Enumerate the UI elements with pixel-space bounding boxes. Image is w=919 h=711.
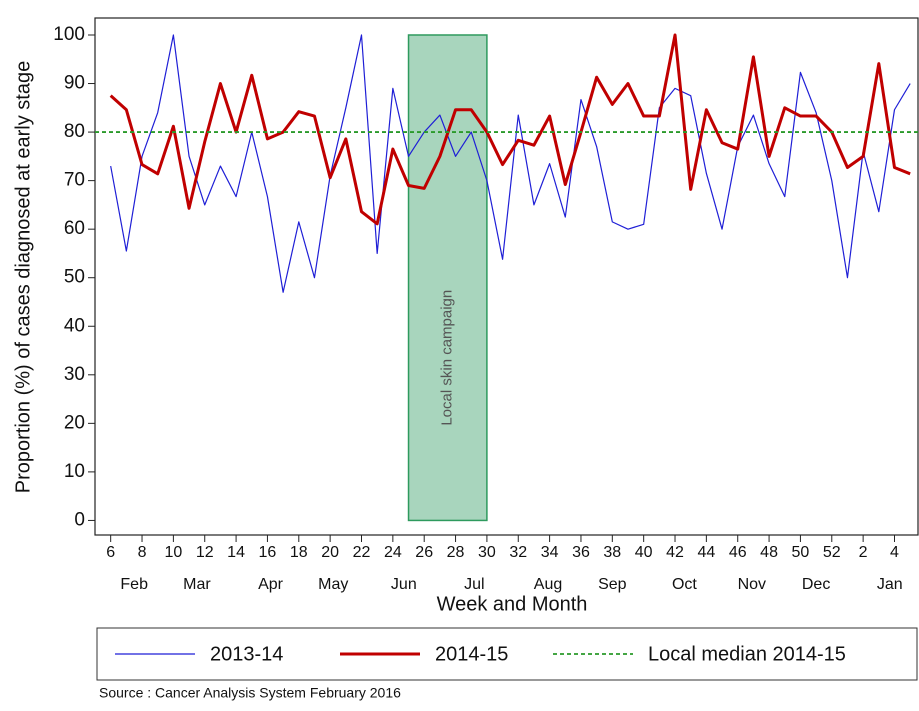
month-label: Jul (464, 576, 484, 593)
x-tick-label: 50 (792, 544, 810, 561)
x-tick-label: 4 (890, 544, 899, 561)
x-tick-label: 12 (196, 544, 214, 561)
x-tick-label: 36 (572, 544, 590, 561)
legend-label: 2014-15 (435, 643, 508, 665)
month-label: Apr (258, 576, 284, 593)
x-tick-label: 2 (859, 544, 868, 561)
x-tick-label: 8 (138, 544, 147, 561)
legend-box (96, 627, 918, 681)
y-tick-label: 70 (64, 170, 85, 191)
month-label: Sep (598, 576, 627, 593)
x-tick-label: 30 (478, 544, 496, 561)
x-tick-label: 22 (353, 544, 371, 561)
y-tick-label: 60 (64, 218, 85, 239)
month-label: Jun (391, 576, 417, 593)
y-tick-label: 0 (74, 509, 85, 530)
x-tick-label: 24 (384, 544, 402, 561)
x-tick-label: 20 (321, 544, 339, 561)
month-label: Aug (534, 576, 562, 593)
legend-label: Local median 2014-15 (648, 643, 846, 665)
month-label: Nov (738, 576, 766, 593)
x-tick-label: 28 (447, 544, 465, 561)
x-tick-label: 40 (635, 544, 653, 561)
y-tick-label: 80 (64, 121, 85, 142)
y-tick-label: 90 (64, 73, 85, 94)
y-tick-label: 20 (64, 412, 85, 433)
x-tick-label: 18 (290, 544, 308, 561)
x-tick-label: 6 (106, 544, 115, 561)
month-label: Mar (183, 576, 211, 593)
x-tick-label: 52 (823, 544, 841, 561)
source-note: Source : Cancer Analysis System February… (99, 685, 401, 701)
x-tick-label: 44 (697, 544, 715, 561)
x-tick-label: 16 (259, 544, 277, 561)
x-tick-label: 34 (541, 544, 559, 561)
y-tick-label: 100 (53, 24, 85, 45)
x-tick-label: 46 (729, 544, 747, 561)
x-tick-label: 38 (603, 544, 621, 561)
x-axis-title: Week and Month (437, 593, 588, 615)
plot-frame (94, 17, 919, 536)
campaign-region (407, 34, 488, 522)
x-tick-label: 48 (760, 544, 778, 561)
x-tick-label: 10 (164, 544, 182, 561)
y-tick-label: 40 (64, 315, 85, 336)
x-tick-label: 26 (415, 544, 433, 561)
month-label: Oct (672, 576, 697, 593)
y-axis-title: Proportion (%) of cases diagnosed at ear… (12, 61, 34, 493)
month-label: Feb (120, 576, 148, 593)
month-label: Jan (877, 576, 903, 593)
y-tick-label: 30 (64, 364, 85, 385)
x-tick-label: 42 (666, 544, 684, 561)
campaign-label: Local skin campaign (439, 290, 456, 426)
series-line (110, 34, 911, 293)
month-label: May (318, 576, 348, 593)
y-tick-label: 10 (64, 461, 85, 482)
month-label: Dec (802, 576, 830, 593)
x-tick-label: 14 (227, 544, 245, 561)
legend-label: 2013-14 (210, 643, 283, 665)
y-tick-label: 50 (64, 267, 85, 288)
x-tick-label: 32 (509, 544, 527, 561)
